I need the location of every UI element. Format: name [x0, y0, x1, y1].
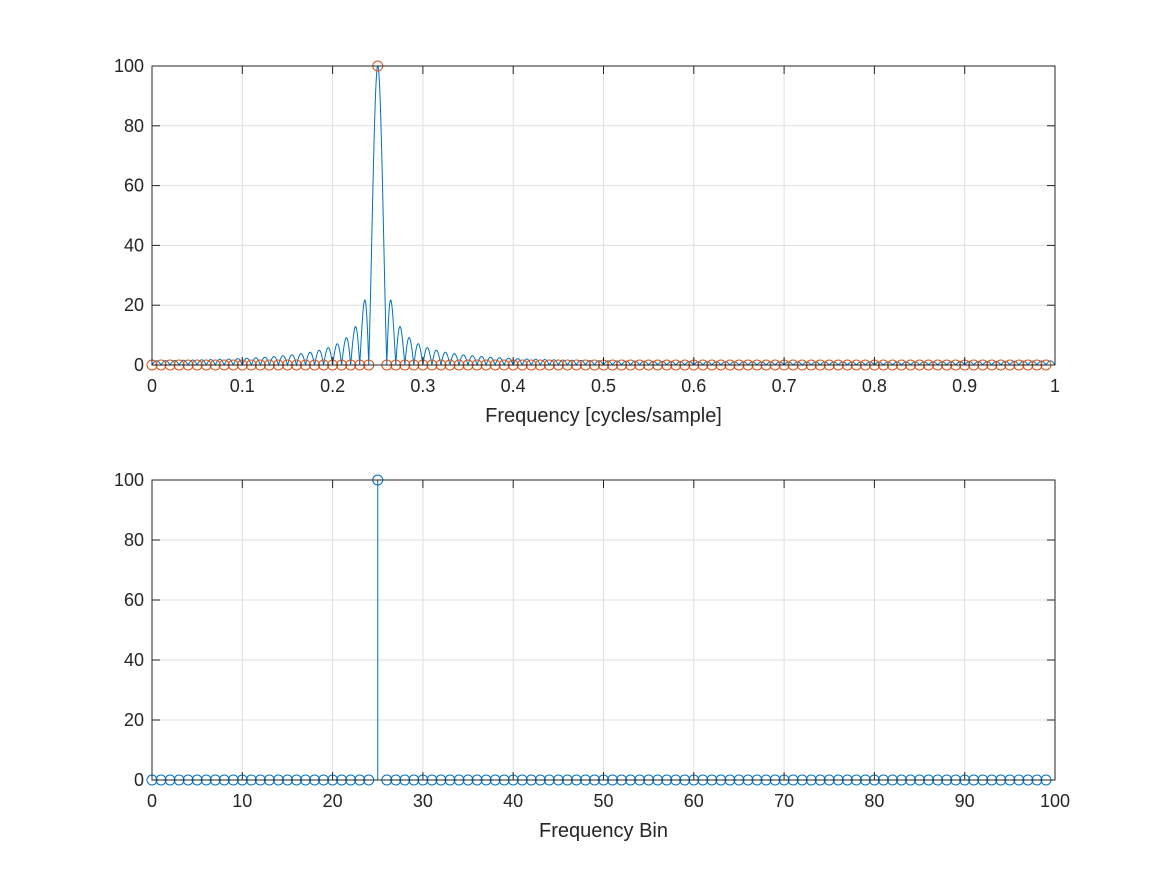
- y-tick-label: 60: [124, 176, 144, 196]
- x-tick-label: 0.2: [320, 376, 345, 396]
- x-tick-label: 40: [503, 791, 523, 811]
- x-tick-label: 0.4: [501, 376, 526, 396]
- y-tick-label: 20: [124, 295, 144, 315]
- top-series: [146, 60, 1056, 371]
- x-tick-label: 0.8: [862, 376, 887, 396]
- x-tick-label: 20: [323, 791, 343, 811]
- y-tick-label: 80: [124, 530, 144, 550]
- bottom-ticks: 0 10 20 30 40 50 60 70 80 90 100 0 20 40 60 80 100: [114, 470, 1070, 811]
- x-tick-label: 0: [147, 791, 157, 811]
- x-tick-label: 0: [147, 376, 157, 396]
- y-tick-label: 60: [124, 590, 144, 610]
- x-tick-label: 10: [232, 791, 252, 811]
- y-tick-label: 20: [124, 710, 144, 730]
- y-tick-label: 100: [114, 56, 144, 76]
- x-tick-label: 1: [1050, 376, 1060, 396]
- x-tick-label: 70: [774, 791, 794, 811]
- x-tick-label: 0.3: [410, 376, 435, 396]
- bottom-series: [146, 474, 1052, 786]
- bottom-grid: [151, 479, 1056, 781]
- top-ticks: 0 0.1 0.2 0.3 0.4 0.5 0.6 0.7 0.8 0.9 1 0 20 40 60 80 10…: [114, 56, 1060, 396]
- x-tick-label: 60: [684, 791, 704, 811]
- x-tick-label: 50: [593, 791, 613, 811]
- x-tick-label: 100: [1040, 791, 1070, 811]
- x-tick-label: 80: [864, 791, 884, 811]
- x-tick-label: 0.6: [681, 376, 706, 396]
- x-tick-label: 0.1: [230, 376, 255, 396]
- axes-top-spectrum: 0 0.1 0.2 0.3 0.4 0.5 0.6 0.7 0.8 0.9 1 0 20 40 60 80 10…: [114, 56, 1060, 427]
- y-tick-label: 40: [124, 650, 144, 670]
- x-tick-label: 0.7: [772, 376, 797, 396]
- top-x-axis-label: Frequency [cycles/sample]: [485, 405, 722, 427]
- axes-bottom-bins: 0 10 20 30 40 50 60 70 80 90 100 0 20 40 60 80 100 Frequ…: [114, 470, 1070, 842]
- y-tick-label: 100: [114, 470, 144, 490]
- bottom-x-axis-label: Frequency Bin: [539, 820, 668, 842]
- top-grid: [151, 65, 1056, 366]
- y-tick-label: 0: [134, 770, 144, 790]
- y-tick-label: 80: [124, 116, 144, 136]
- x-tick-label: 0.9: [952, 376, 977, 396]
- y-tick-label: 40: [124, 235, 144, 255]
- x-tick-label: 90: [955, 791, 975, 811]
- x-tick-label: 30: [413, 791, 433, 811]
- x-tick-label: 0.5: [591, 376, 616, 396]
- y-tick-label: 0: [134, 355, 144, 375]
